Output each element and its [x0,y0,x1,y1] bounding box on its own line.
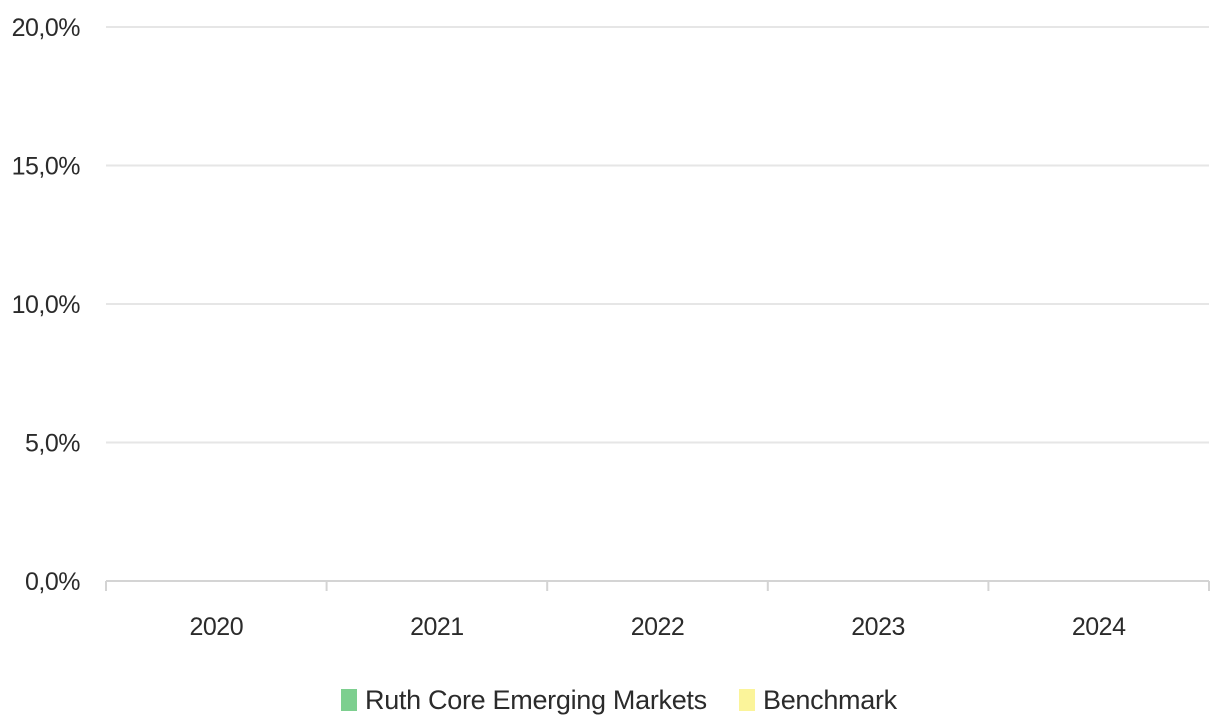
y-tick-label: 15,0% [12,153,81,181]
x-tick-label: 2023 [851,613,905,641]
y-axis-labels: 0,0% 5,0% 10,0% 15,0% 20,0% [12,14,81,596]
x-tick-label: 2020 [189,613,243,641]
x-tick-label: 2022 [631,613,685,641]
y-tick-label: 20,0% [12,14,81,42]
legend-label: Benchmark [763,685,898,715]
y-tick-label: 10,0% [12,291,81,319]
y-tick-label: 5,0% [25,430,80,458]
x-axis: 2020 2021 2022 2023 2024 [105,580,1210,641]
legend-swatch [341,689,357,711]
y-tick-label: 0,0% [25,568,80,596]
legend-item-benchmark[interactable]: Benchmark [739,685,898,715]
gridlines [106,26,1209,444]
legend-label: Ruth Core Emerging Markets [365,685,707,715]
legend-swatch [739,689,755,711]
legend-item-ruth-core-emerging-markets[interactable]: Ruth Core Emerging Markets [341,685,707,715]
x-tick-label: 2024 [1072,613,1126,641]
x-tick-label: 2021 [410,613,464,641]
legend: Ruth Core Emerging Markets Benchmark [341,685,898,715]
